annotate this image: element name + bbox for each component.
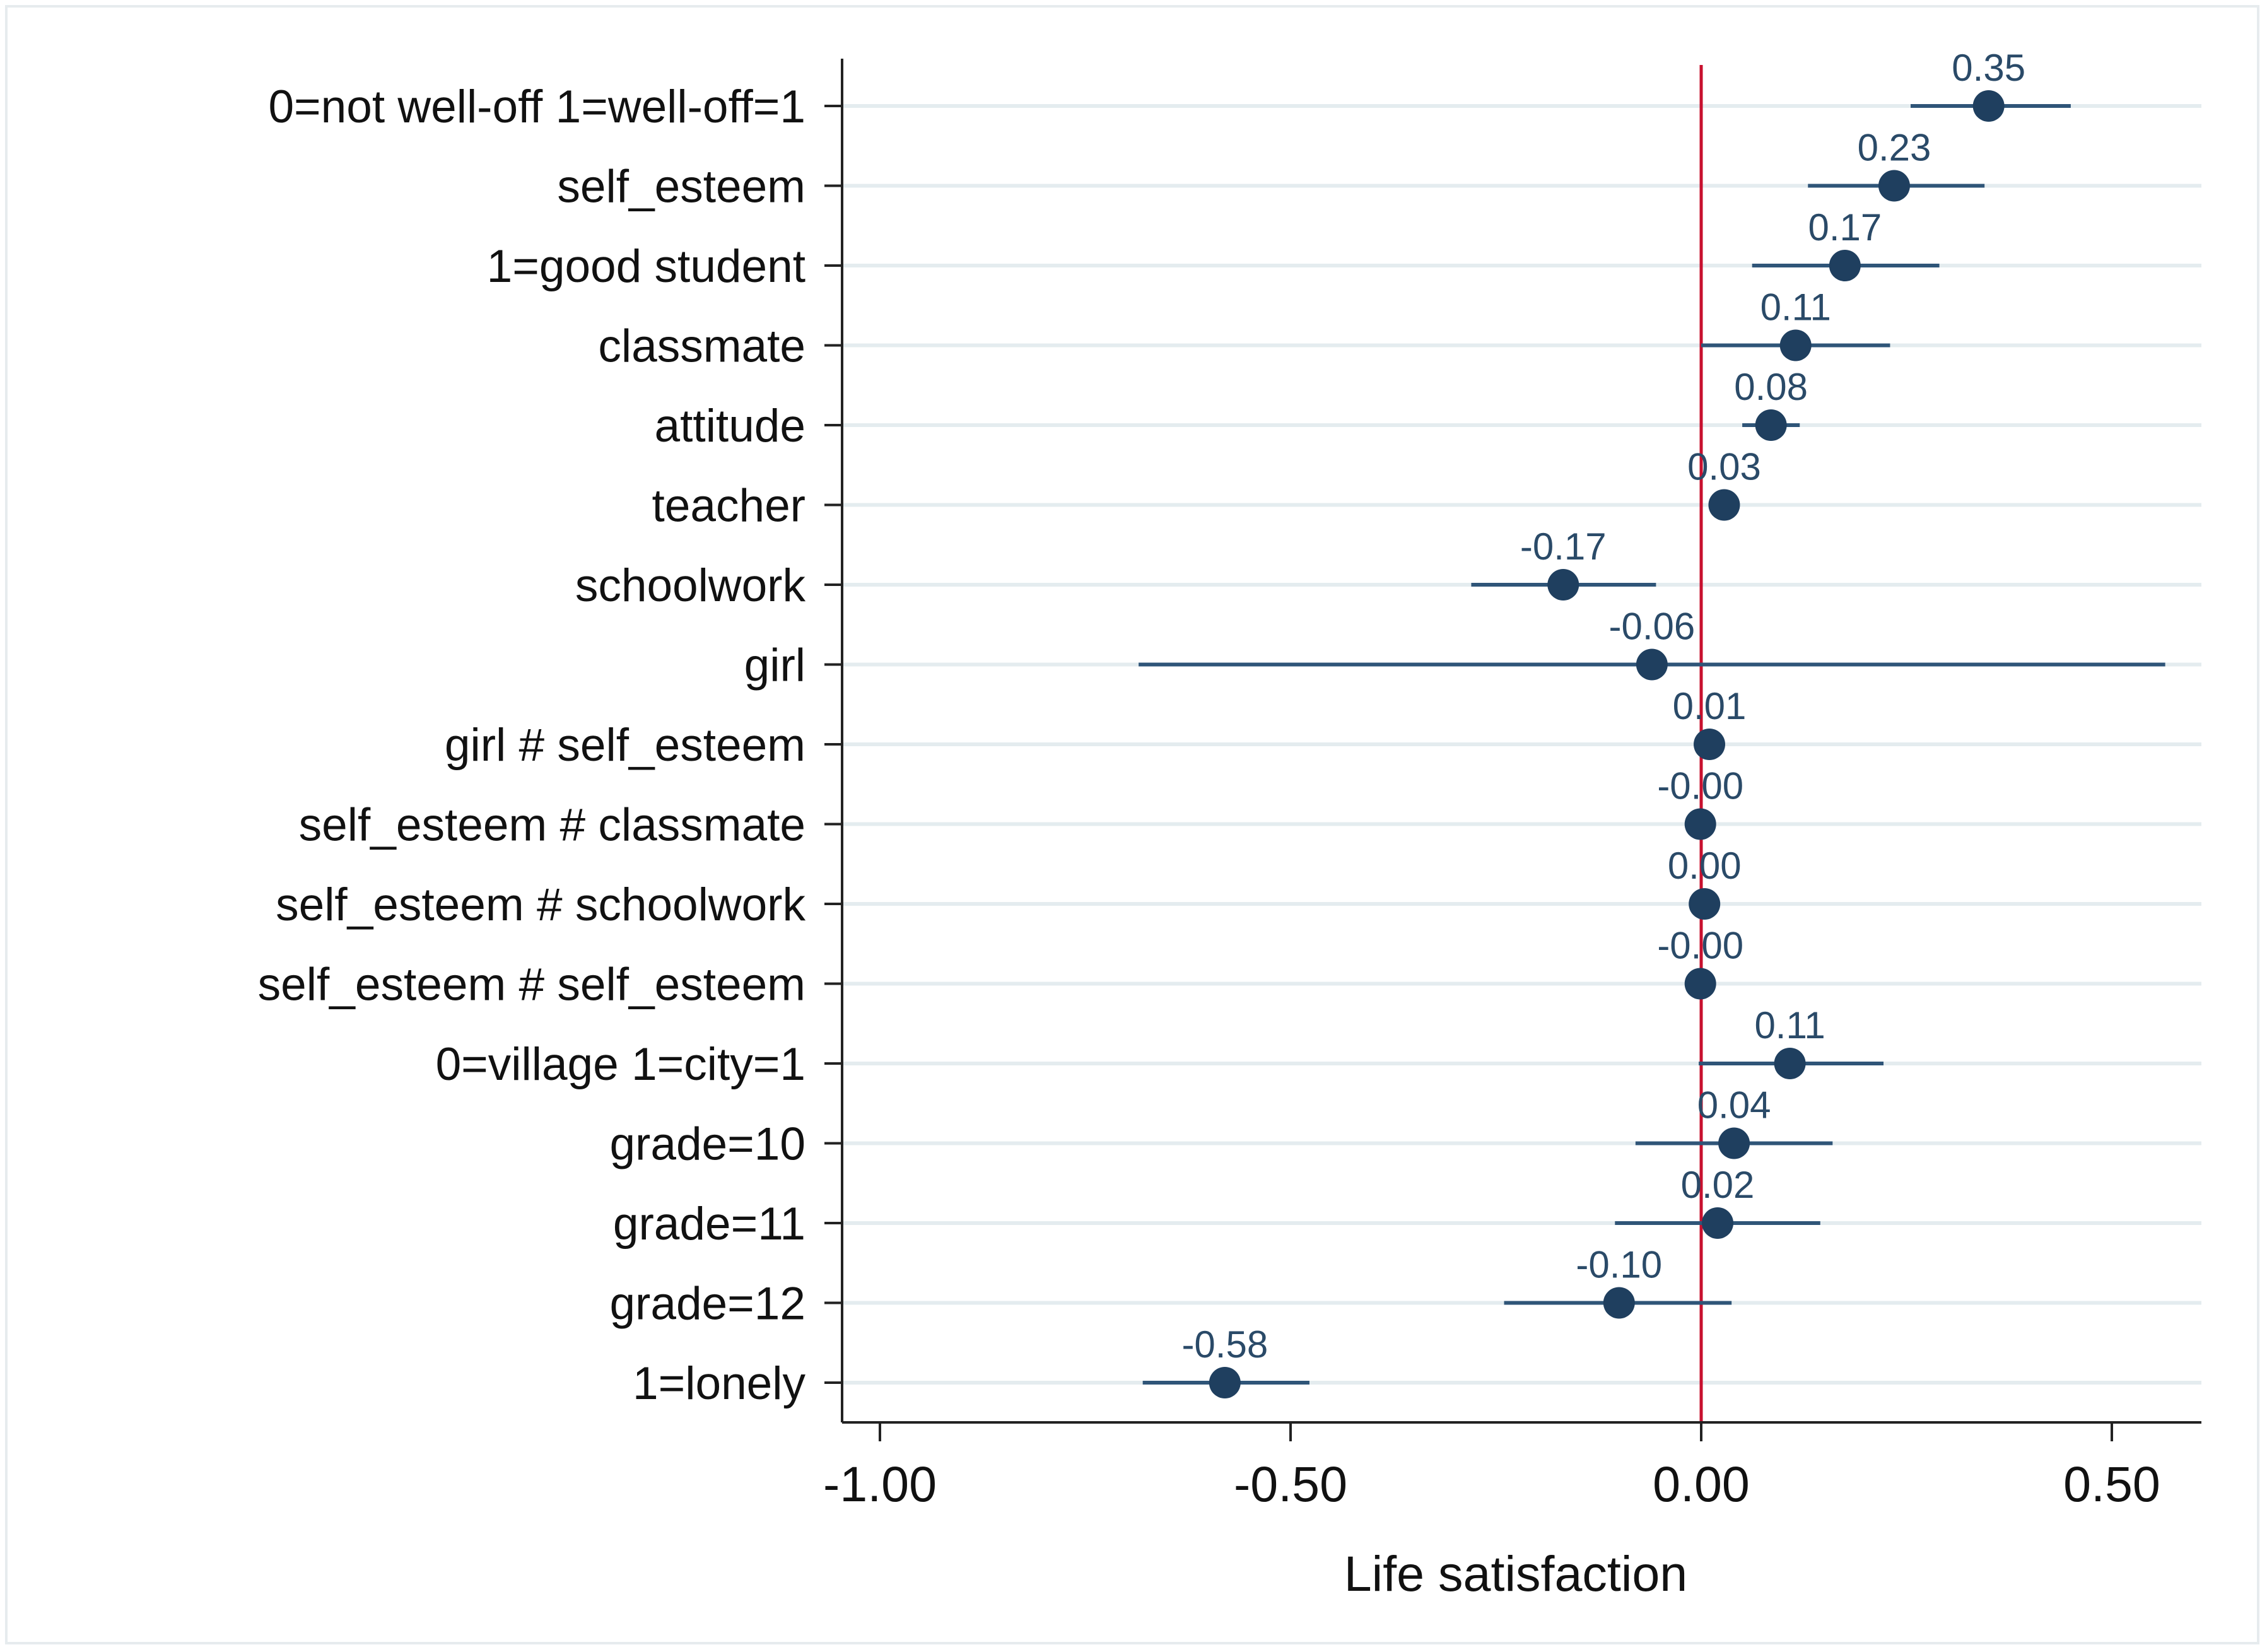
coef-marker — [1209, 1367, 1241, 1398]
value-labels: 0.35 0.23 0.17 0.11 0.08 0.03 -0.17-0.06 0.01 -0… — [1181, 47, 2025, 1366]
y-axis-label: teacher — [652, 481, 806, 532]
value-label: 0.08 — [1734, 366, 1808, 408]
coef-marker — [1829, 250, 1861, 281]
x-axis-ticks: -1.00 -0.50 0.00 0.50 — [823, 1422, 2160, 1512]
y-axis-label: 0=not well-off 1=well-off=1 — [268, 81, 805, 132]
coef-marker — [1684, 808, 1716, 840]
gridlines — [842, 104, 2201, 1385]
value-label: -0.00 — [1657, 765, 1743, 807]
y-axis-label: self_esteem # schoolwork — [276, 879, 805, 930]
value-label: 0.35 — [1952, 47, 2025, 89]
x-tick-label: 0.00 — [1653, 1456, 1750, 1512]
coefficient-markers — [1209, 90, 2005, 1398]
coef-marker — [1547, 569, 1579, 600]
y-axis-label: 1=good student — [487, 241, 805, 292]
value-label: 0.23 — [1858, 127, 1931, 169]
value-label: -0.00 — [1657, 925, 1743, 967]
y-axis-label: schoolwork — [575, 560, 806, 611]
y-axis-label: 1=lonely — [633, 1358, 805, 1409]
y-axis-label: 0=village 1=city=1 — [436, 1039, 805, 1090]
coef-marker — [1694, 729, 1726, 760]
x-tick-label: -0.50 — [1234, 1456, 1347, 1512]
value-label: 0.00 — [1668, 845, 1742, 887]
value-label: 0.01 — [1673, 685, 1747, 727]
y-axis-label: attitude — [655, 401, 805, 452]
coef-marker — [1779, 329, 1812, 361]
value-label: 0.04 — [1697, 1084, 1771, 1127]
value-label: 0.11 — [1754, 1004, 1825, 1046]
value-label: -0.06 — [1608, 606, 1695, 648]
y-axis-labels: 0=not well-off 1=well-off=1 self_esteem 1=… — [258, 81, 842, 1409]
y-axis-label: girl # self_esteem — [445, 720, 805, 771]
x-axis-title: Life satisfaction — [1344, 1545, 1688, 1602]
coef-marker — [1708, 489, 1740, 521]
y-axis-label: girl — [744, 640, 805, 691]
value-label: 0.17 — [1808, 206, 1882, 249]
coef-marker — [1718, 1127, 1750, 1159]
coef-marker — [1689, 888, 1721, 920]
coef-marker — [1972, 90, 2005, 122]
y-axis-label: grade=12 — [609, 1279, 805, 1330]
y-axis-label: grade=11 — [613, 1198, 805, 1250]
coef-marker — [1684, 968, 1716, 1000]
value-label: 0.03 — [1687, 446, 1761, 488]
coef-marker — [1702, 1207, 1734, 1239]
coef-marker — [1755, 409, 1787, 441]
value-label: 0.11 — [1760, 286, 1831, 329]
value-label: -0.17 — [1520, 525, 1607, 568]
coef-marker — [1878, 170, 1910, 202]
y-axis-label: self_esteem # self_esteem — [258, 959, 805, 1011]
y-axis-label: classmate — [598, 321, 805, 372]
y-axis-label: self_esteem — [557, 161, 805, 213]
x-tick-label: 0.50 — [2063, 1456, 2160, 1512]
y-axis-label: self_esteem # classmate — [299, 800, 805, 851]
coef-marker — [1603, 1287, 1635, 1319]
value-label: -0.58 — [1181, 1323, 1268, 1366]
value-label: 0.02 — [1681, 1164, 1755, 1206]
x-tick-label: -1.00 — [823, 1456, 937, 1512]
value-label: -0.10 — [1576, 1244, 1662, 1286]
coef-marker — [1636, 648, 1668, 681]
y-axis-label: grade=10 — [609, 1119, 805, 1170]
axes — [841, 59, 2201, 1424]
coef-marker — [1774, 1048, 1806, 1079]
